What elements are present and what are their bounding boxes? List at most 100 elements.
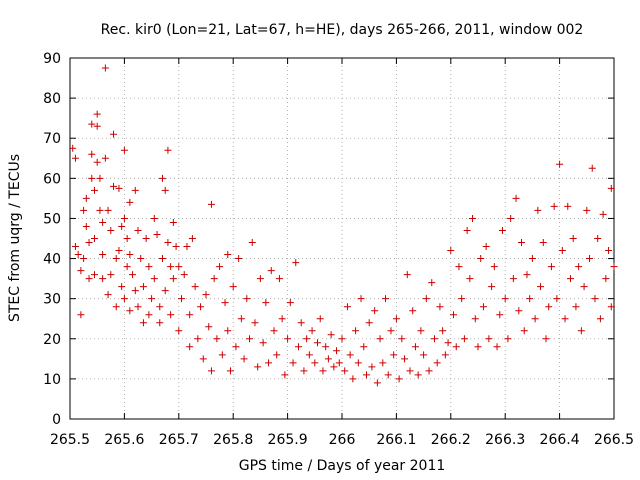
data-point xyxy=(235,255,243,263)
data-point xyxy=(322,343,330,351)
data-point xyxy=(123,235,131,242)
data-point xyxy=(523,271,531,279)
data-point xyxy=(90,271,98,279)
data-point xyxy=(539,239,547,247)
y-tick-label: 30 xyxy=(43,292,61,308)
data-point xyxy=(74,251,82,259)
data-point xyxy=(183,243,191,251)
data-point xyxy=(580,283,588,291)
data-point xyxy=(520,327,528,335)
data-point xyxy=(376,335,384,343)
data-point xyxy=(118,283,126,291)
data-point xyxy=(126,307,134,315)
y-tick-label: 50 xyxy=(43,211,61,227)
data-point xyxy=(447,247,455,255)
data-point xyxy=(216,263,224,271)
data-point xyxy=(96,206,104,214)
data-point xyxy=(150,214,158,222)
data-point xyxy=(594,235,602,242)
data-point xyxy=(120,295,128,303)
data-point xyxy=(575,263,583,271)
x-tick-label: 265.8 xyxy=(213,432,253,448)
data-point xyxy=(311,359,319,367)
data-point xyxy=(85,275,93,283)
data-point xyxy=(474,343,482,351)
data-point xyxy=(156,319,164,327)
data-point xyxy=(330,363,338,371)
data-point xyxy=(167,311,175,319)
y-tick-label: 10 xyxy=(43,372,61,388)
data-point xyxy=(82,222,90,230)
data-point xyxy=(82,194,90,202)
data-point xyxy=(528,255,536,263)
data-point xyxy=(275,275,283,283)
data-point xyxy=(145,263,153,271)
x-tick-label: 266.3 xyxy=(485,432,525,448)
data-point xyxy=(156,303,164,311)
data-point xyxy=(167,263,175,271)
data-point xyxy=(558,247,566,255)
data-point xyxy=(384,371,392,379)
y-axis-label: STEC from uqrg / TECUs xyxy=(7,154,23,322)
data-point xyxy=(267,267,275,275)
x-tick-labels: 265.5 265.6 265.7 265.8 265.9 266 266.1 266.2 26… xyxy=(50,432,634,448)
data-point xyxy=(134,303,142,311)
chart-title: Rec. kir0 (Lon=21, Lat=67, h=HE), days 2… xyxy=(101,22,584,38)
y-tick-label: 80 xyxy=(43,91,61,107)
data-point xyxy=(428,279,436,287)
axis-ticks xyxy=(69,57,615,420)
x-tick-label: 265.5 xyxy=(50,432,90,448)
data-point xyxy=(349,375,357,383)
data-point xyxy=(169,218,177,226)
data-point xyxy=(180,271,188,279)
data-point xyxy=(191,283,199,291)
data-point xyxy=(387,327,395,335)
data-point xyxy=(458,295,466,303)
data-point xyxy=(537,283,545,291)
data-point xyxy=(232,343,240,351)
data-point xyxy=(80,255,88,263)
data-point xyxy=(588,164,596,172)
data-point xyxy=(161,287,169,295)
data-point xyxy=(153,230,161,238)
data-point xyxy=(115,184,123,192)
data-point xyxy=(161,186,169,194)
data-point xyxy=(360,343,368,351)
data-point xyxy=(99,275,107,283)
data-point xyxy=(368,363,376,371)
data-point xyxy=(131,287,139,295)
data-point xyxy=(226,367,234,375)
data-points xyxy=(69,64,618,387)
data-point xyxy=(591,295,599,303)
data-point xyxy=(199,355,207,363)
data-point xyxy=(237,315,245,323)
data-point xyxy=(90,235,98,242)
data-point xyxy=(297,319,305,327)
x-tick-label: 266.4 xyxy=(540,432,580,448)
data-point xyxy=(221,299,229,307)
data-point xyxy=(607,184,615,192)
data-point xyxy=(224,251,232,259)
data-point xyxy=(577,327,585,335)
data-point xyxy=(99,218,107,226)
data-point xyxy=(409,307,417,315)
data-point xyxy=(197,303,205,311)
data-point xyxy=(436,303,444,311)
data-point xyxy=(178,295,186,303)
data-point xyxy=(85,239,93,247)
data-point xyxy=(137,255,145,263)
x-tick-label: 266 xyxy=(329,432,356,448)
data-point xyxy=(202,291,210,299)
data-point xyxy=(248,239,256,247)
y-tick-label: 70 xyxy=(43,131,61,147)
grid-lines xyxy=(70,58,614,419)
data-point xyxy=(259,339,267,347)
data-point xyxy=(550,202,558,210)
data-point xyxy=(398,335,406,343)
data-point xyxy=(207,200,215,208)
data-point xyxy=(566,275,574,283)
data-point xyxy=(362,371,370,379)
data-point xyxy=(572,303,580,311)
data-point xyxy=(561,315,569,323)
data-point xyxy=(553,295,561,303)
